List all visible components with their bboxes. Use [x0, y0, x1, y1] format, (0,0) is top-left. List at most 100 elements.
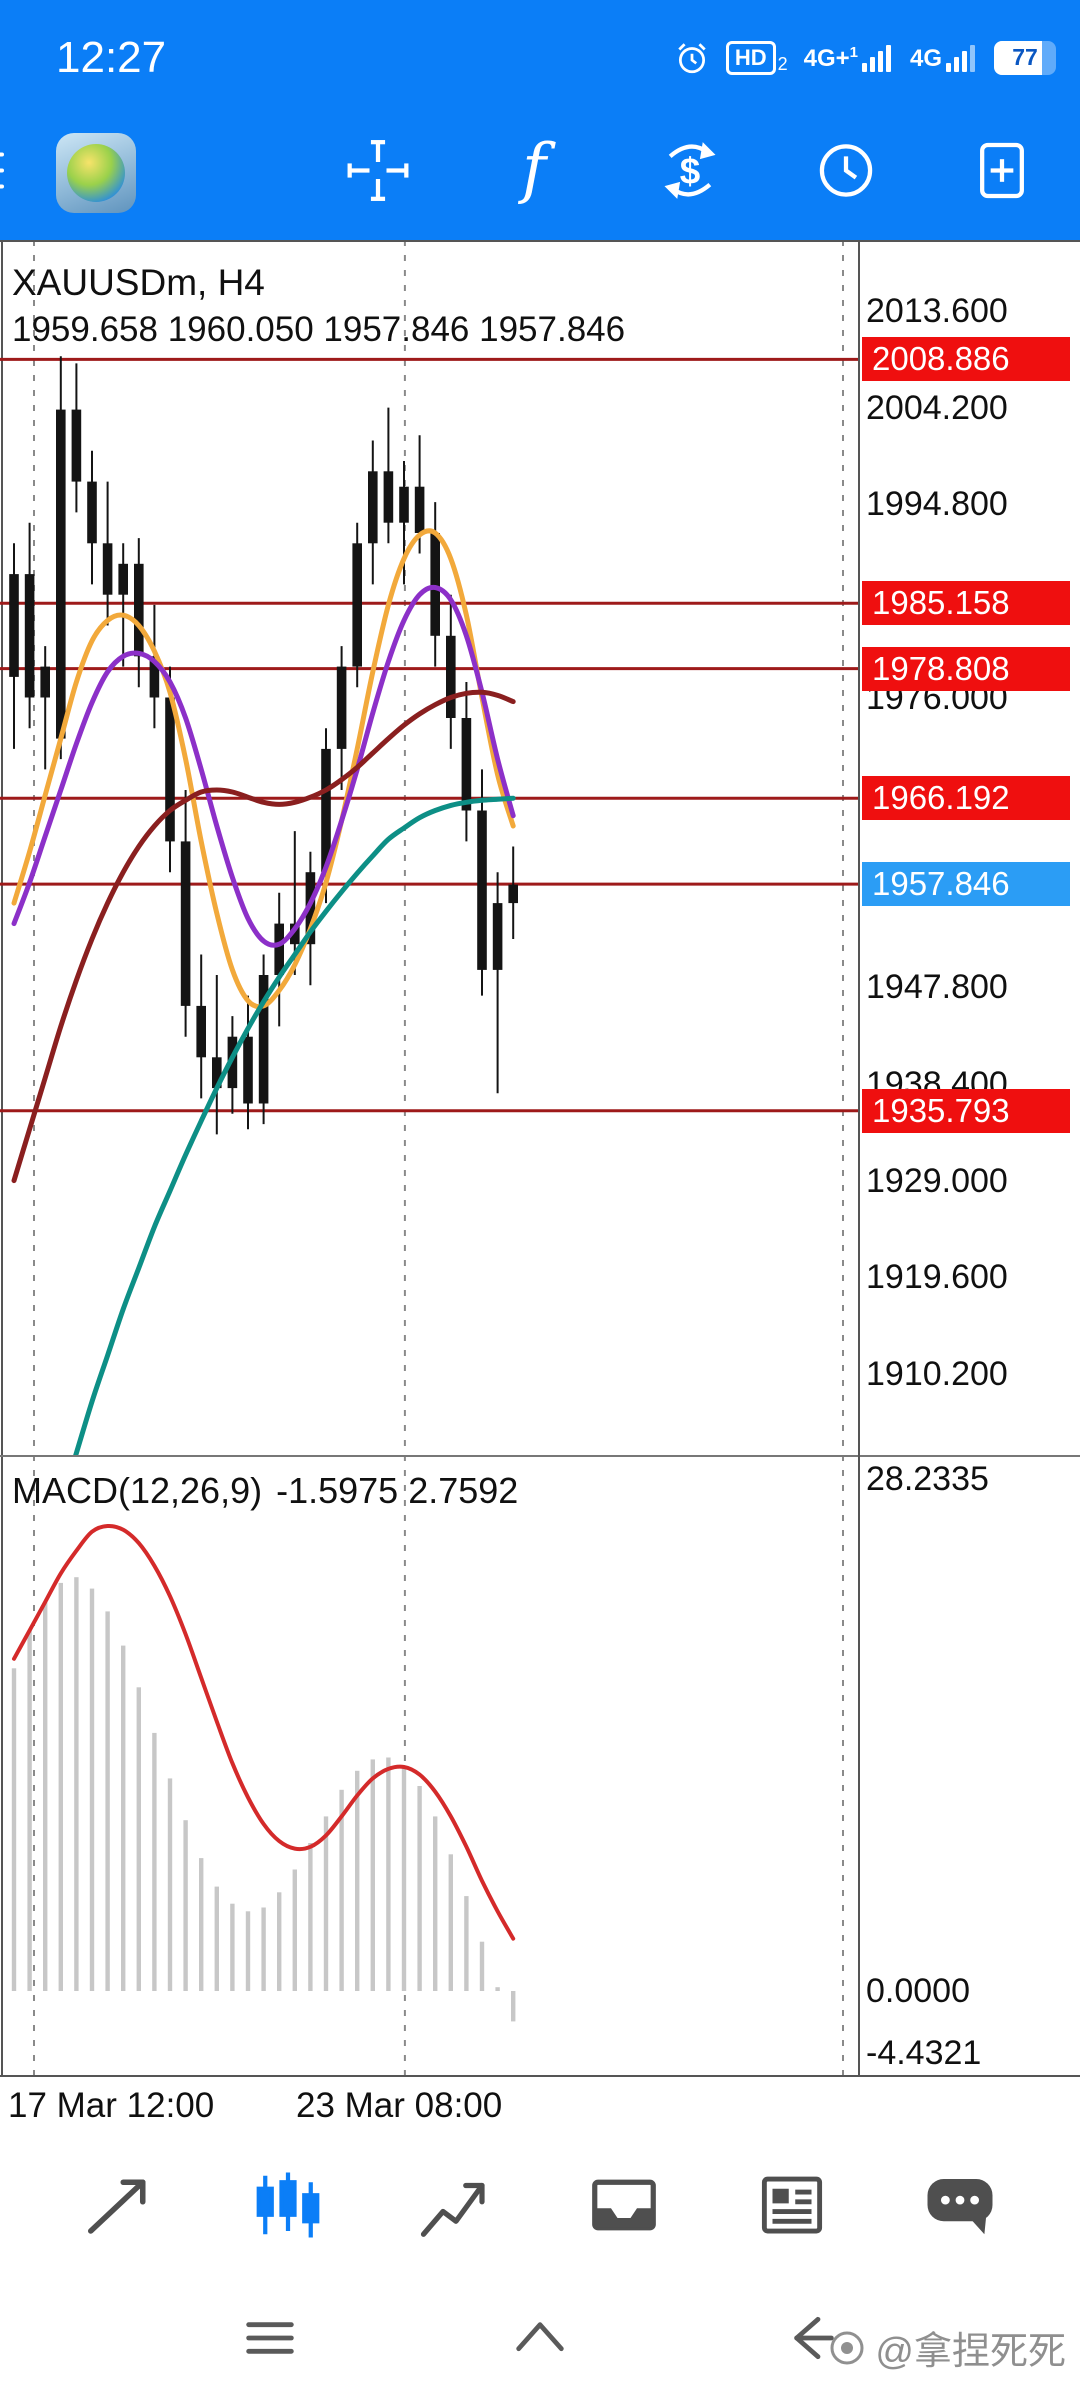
watermark: @拿捏死死	[827, 2320, 1066, 2375]
macd-histogram-bar	[261, 1907, 266, 1991]
hd-volte-icon: HD 2	[725, 40, 788, 75]
ma-slow-maroon	[11, 689, 516, 1184]
top-toolbar: f $	[0, 105, 1080, 240]
line-studies-icon[interactable]	[417, 2166, 495, 2244]
macd-histogram-bar	[136, 1687, 141, 1991]
candle-body	[321, 748, 331, 873]
candle-body	[134, 563, 144, 657]
candle-body	[56, 409, 66, 739]
macd-histogram-bar	[292, 1869, 297, 1991]
macd-histogram-bar	[121, 1645, 126, 1991]
macd-label: MACD(12,26,9) -1.5975 2.7592	[12, 1470, 532, 1512]
nav-bar	[0, 2292, 1080, 2400]
macd-histogram-bar	[511, 1991, 516, 2022]
candle-body	[492, 903, 503, 970]
candle-body	[368, 471, 378, 544]
menu-icon[interactable]	[0, 142, 36, 203]
status-bar: 12:27 HD 2 4G+1 4G	[0, 0, 1080, 105]
trend-tool-icon[interactable]	[81, 2166, 159, 2244]
chart-bottom-border	[0, 2075, 1080, 2077]
macd-histogram-bar	[43, 1601, 48, 1991]
trade-exchange-icon[interactable]: $	[656, 136, 724, 209]
candle-body	[352, 543, 362, 667]
macd-histogram-bar	[199, 1858, 204, 1991]
candle-body	[508, 884, 518, 904]
macd-histogram-bar	[323, 1816, 329, 1991]
macd-histogram-bar	[214, 1886, 219, 1991]
indicators-f-icon[interactable]: f	[500, 131, 568, 209]
new-order-icon[interactable]	[968, 136, 1036, 209]
watermark-logo-icon	[830, 2331, 864, 2364]
macd-histogram-bar	[401, 1767, 407, 1991]
macd-histogram-bar	[370, 1759, 375, 1991]
nav-back-icon[interactable]	[778, 2306, 842, 2370]
alarm-icon	[678, 42, 706, 73]
candle-body	[102, 543, 113, 595]
macd-histogram-bar	[464, 1896, 469, 1991]
macd-histogram-bar	[277, 1892, 282, 1991]
candle-body	[430, 533, 440, 636]
timeframe-clock-icon[interactable]	[812, 136, 880, 209]
symbol-timeframe-label: XAUUSDm, H4	[12, 262, 265, 303]
macd-pane[interactable]	[0, 1455, 1080, 2075]
watermark-text: @拿捏死死	[875, 2331, 1066, 2373]
clock-text: 12:27	[56, 32, 167, 82]
candle-body	[180, 841, 191, 1006]
macd-histogram-bar	[308, 1843, 313, 1991]
candle-body	[71, 409, 82, 482]
ohlc-values: 1959.658 1960.050 1957.846 1957.846	[12, 310, 626, 349]
candle-body	[9, 574, 19, 677]
chart-type-candles-icon[interactable]	[249, 2166, 327, 2244]
ma-mid-purple	[11, 584, 516, 948]
battery-fill	[994, 40, 1042, 75]
status-icons: HD 2 4G+1 4G 77	[674, 40, 1056, 76]
macd-histogram-bar	[11, 1668, 17, 1991]
macd-histogram-bar	[448, 1854, 453, 1991]
nav-home-icon[interactable]	[508, 2306, 572, 2370]
signal-bars-icon	[861, 44, 891, 72]
macd-histogram-bar	[417, 1786, 422, 1991]
ma-long-teal	[73, 795, 516, 1455]
candle-body	[258, 975, 269, 1104]
pane-divider[interactable]	[0, 1455, 1080, 1457]
candle-body	[461, 718, 472, 811]
macd-histogram-bar	[245, 1911, 251, 1991]
candle-body	[274, 923, 284, 975]
macd-histogram-bar	[89, 1588, 95, 1991]
macd-histogram-bar	[230, 1903, 235, 1991]
news-icon[interactable]	[753, 2166, 831, 2244]
mt4-logo-icon[interactable]	[56, 132, 136, 213]
candle-body	[149, 656, 160, 698]
time-label: 23 Mar 08:00	[296, 2086, 503, 2125]
candle-body	[477, 810, 487, 970]
macd-histogram-bar	[495, 1987, 500, 1991]
candle-body	[414, 486, 425, 533]
macd-histogram-bar	[183, 1820, 188, 1991]
macd-histogram-bar	[105, 1611, 110, 1991]
candle-body	[336, 666, 347, 749]
macd-histogram-bar	[27, 1630, 32, 1991]
candle-body	[118, 563, 128, 595]
candle-body	[40, 666, 50, 698]
signal-4g-icon: 4G	[910, 43, 978, 73]
nav-menu-icon[interactable]	[238, 2306, 302, 2370]
candle-body	[87, 481, 97, 544]
candle-body	[290, 923, 300, 945]
time-label: 17 Mar 12:00	[8, 2086, 215, 2125]
signal-bars-icon	[946, 44, 975, 72]
candle-body	[243, 1036, 253, 1104]
svg-text:$: $	[680, 150, 700, 191]
bottom-toolbar	[0, 2140, 1080, 2270]
battery-icon: 77	[994, 40, 1056, 75]
svg-text:f: f	[517, 136, 556, 204]
candle-body	[399, 486, 409, 523]
chat-icon[interactable]	[921, 2166, 999, 2244]
candle-body	[24, 574, 35, 698]
main-chart[interactable]	[0, 240, 1080, 1455]
macd-histogram-bar	[167, 1778, 173, 1991]
signal-4gplus-icon: 4G+1	[804, 43, 894, 73]
macd-histogram-bar	[152, 1732, 157, 1991]
crosshair-icon[interactable]	[344, 136, 412, 209]
tray-icon[interactable]	[585, 2166, 663, 2244]
